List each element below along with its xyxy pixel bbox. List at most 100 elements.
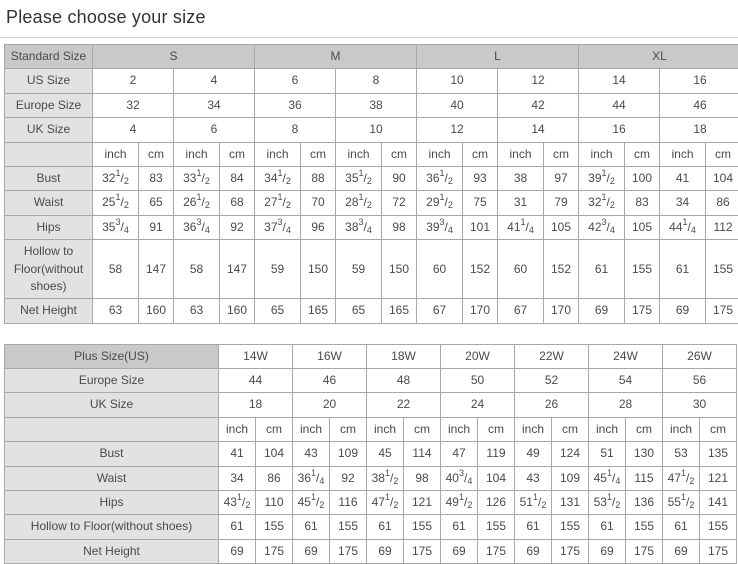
unit-inch-label: inch bbox=[498, 142, 544, 166]
cm-value-cell: 105 bbox=[625, 215, 660, 239]
inch-value-cell: 551/2 bbox=[663, 491, 700, 515]
cm-value-cell: 170 bbox=[463, 299, 498, 323]
row-label: UK Size bbox=[5, 393, 219, 417]
size-value-cell: 4 bbox=[93, 118, 174, 142]
inch-value-cell: 61 bbox=[293, 515, 330, 539]
size-value-cell: 52 bbox=[515, 369, 589, 393]
inch-value-cell: 34 bbox=[219, 466, 256, 490]
cm-value-cell: 116 bbox=[330, 491, 367, 515]
inch-value-cell: 59 bbox=[255, 240, 301, 299]
unit-cm-label: cm bbox=[552, 417, 589, 441]
size-value-cell: 44 bbox=[219, 369, 293, 393]
size-value-cell: 44 bbox=[579, 93, 660, 117]
inch-value-cell: 353/4 bbox=[93, 215, 139, 239]
cm-value-cell: 147 bbox=[139, 240, 174, 299]
cm-value-cell: 79 bbox=[544, 191, 579, 215]
cm-value-cell: 165 bbox=[301, 299, 336, 323]
size-group-cell: XL bbox=[579, 45, 738, 69]
size-value-cell: 8 bbox=[255, 118, 336, 142]
row-label: Waist bbox=[5, 191, 93, 215]
size-value-cell: 48 bbox=[367, 369, 441, 393]
inch-value-cell: 383/4 bbox=[336, 215, 382, 239]
inch-value-cell: 51 bbox=[589, 442, 626, 466]
cm-value-cell: 155 bbox=[625, 240, 660, 299]
inch-value-cell: 43 bbox=[515, 466, 552, 490]
size-value-cell: 6 bbox=[174, 118, 255, 142]
cm-value-cell: 86 bbox=[706, 191, 738, 215]
cm-value-cell: 170 bbox=[544, 299, 579, 323]
units-row-empty-label bbox=[5, 142, 93, 166]
cm-value-cell: 88 bbox=[301, 166, 336, 190]
size-value-cell: 6 bbox=[255, 69, 336, 93]
inch-value-cell: 61 bbox=[579, 240, 625, 299]
size-value-cell: 2 bbox=[93, 69, 174, 93]
inch-value-cell: 281/2 bbox=[336, 191, 382, 215]
cm-value-cell: 155 bbox=[626, 515, 663, 539]
cm-value-cell: 83 bbox=[139, 166, 174, 190]
size-value-cell: 28 bbox=[589, 393, 663, 417]
cm-value-cell: 160 bbox=[220, 299, 255, 323]
inch-value-cell: 373/4 bbox=[255, 215, 301, 239]
row-label: Plus Size(US) bbox=[5, 344, 219, 368]
inch-value-cell: 451/2 bbox=[293, 491, 330, 515]
row-label: Hollow to Floor(without shoes) bbox=[5, 515, 219, 539]
inch-value-cell: 381/2 bbox=[367, 466, 404, 490]
unit-cm-label: cm bbox=[706, 142, 738, 166]
cm-value-cell: 68 bbox=[220, 191, 255, 215]
size-value-cell: 16 bbox=[579, 118, 660, 142]
cm-value-cell: 160 bbox=[139, 299, 174, 323]
row-label: Europe Size bbox=[5, 369, 219, 393]
inch-value-cell: 65 bbox=[255, 299, 301, 323]
cm-value-cell: 175 bbox=[330, 539, 367, 563]
inch-value-cell: 331/2 bbox=[174, 166, 220, 190]
cm-value-cell: 104 bbox=[706, 166, 738, 190]
inch-value-cell: 41 bbox=[660, 166, 706, 190]
inch-value-cell: 61 bbox=[660, 240, 706, 299]
unit-cm-label: cm bbox=[478, 417, 515, 441]
cm-value-cell: 114 bbox=[404, 442, 441, 466]
cm-value-cell: 155 bbox=[256, 515, 293, 539]
inch-value-cell: 69 bbox=[515, 539, 552, 563]
inch-value-cell: 49 bbox=[515, 442, 552, 466]
row-label: Europe Size bbox=[5, 93, 93, 117]
unit-cm-label: cm bbox=[404, 417, 441, 441]
inch-value-cell: 61 bbox=[663, 515, 700, 539]
cm-value-cell: 90 bbox=[382, 166, 417, 190]
size-value-cell: 30 bbox=[663, 393, 737, 417]
cm-value-cell: 121 bbox=[700, 466, 737, 490]
inch-value-cell: 69 bbox=[219, 539, 256, 563]
size-value-cell: 18 bbox=[219, 393, 293, 417]
inch-value-cell: 59 bbox=[336, 240, 382, 299]
unit-cm-label: cm bbox=[544, 142, 579, 166]
size-value-cell: 34 bbox=[174, 93, 255, 117]
cm-value-cell: 98 bbox=[382, 215, 417, 239]
cm-value-cell: 155 bbox=[552, 515, 589, 539]
cm-value-cell: 124 bbox=[552, 442, 589, 466]
size-value-cell: 46 bbox=[660, 93, 738, 117]
cm-value-cell: 141 bbox=[700, 491, 737, 515]
size-value-cell: 40 bbox=[417, 93, 498, 117]
inch-value-cell: 61 bbox=[515, 515, 552, 539]
inch-value-cell: 69 bbox=[293, 539, 330, 563]
inch-value-cell: 69 bbox=[579, 299, 625, 323]
cm-value-cell: 155 bbox=[478, 515, 515, 539]
unit-cm-label: cm bbox=[625, 142, 660, 166]
unit-inch-label: inch bbox=[336, 142, 382, 166]
cm-value-cell: 98 bbox=[404, 466, 441, 490]
row-label: Hips bbox=[5, 491, 219, 515]
cm-value-cell: 150 bbox=[301, 240, 336, 299]
cm-value-cell: 130 bbox=[626, 442, 663, 466]
inch-value-cell: 361/4 bbox=[293, 466, 330, 490]
inch-value-cell: 63 bbox=[93, 299, 139, 323]
cm-value-cell: 175 bbox=[626, 539, 663, 563]
inch-value-cell: 511/2 bbox=[515, 491, 552, 515]
inch-value-cell: 43 bbox=[293, 442, 330, 466]
unit-inch-label: inch bbox=[93, 142, 139, 166]
